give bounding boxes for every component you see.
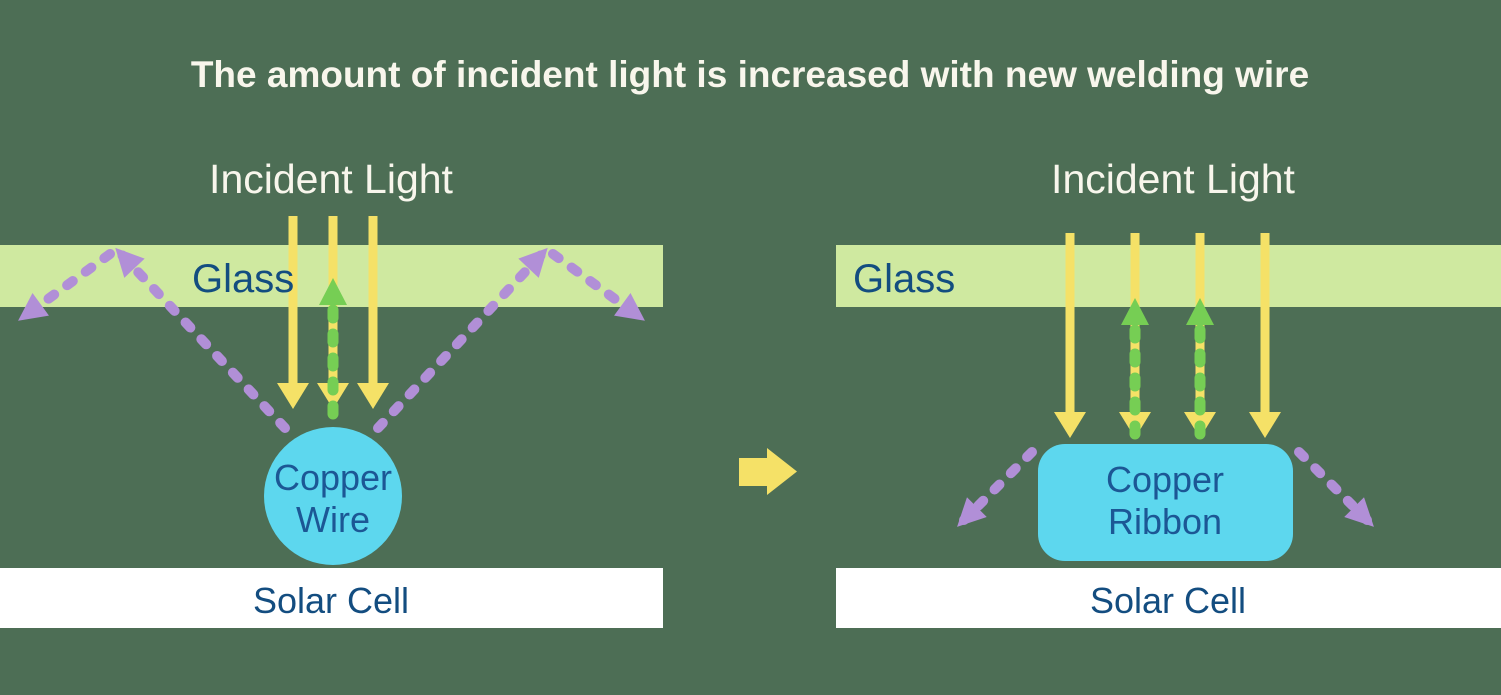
- copper-ribbon-label-line1: Copper: [1106, 459, 1224, 500]
- escaping-light-arrow-icon: [373, 247, 645, 433]
- solar-cell-bar-left: [0, 568, 663, 628]
- incident-light-arrow-icon: [1249, 233, 1281, 438]
- solar-cell-label-right: Solar Cell: [1090, 580, 1246, 621]
- solar-cell-bar-right: [836, 568, 1501, 628]
- incident-light-label-left: Incident Light: [209, 156, 454, 202]
- incident-light-arrow-icon: [1054, 233, 1086, 438]
- copper-ribbon-shape: [1038, 444, 1293, 561]
- reflected-light-arrow-icon: [1186, 298, 1214, 440]
- left-diagram: Incident Light: [0, 156, 663, 628]
- glass-bar-right: [836, 245, 1501, 307]
- copper-wire-label-line1: Copper: [274, 457, 392, 498]
- solar-cell-label-left: Solar Cell: [253, 580, 409, 621]
- incident-light-arrow-icon: [277, 216, 309, 409]
- incident-light-arrow-icon: [357, 216, 389, 409]
- copper-ribbon-label-line2: Ribbon: [1108, 501, 1222, 542]
- reflected-light-arrow-icon: [319, 278, 347, 420]
- copper-wire-circle: [264, 427, 402, 565]
- glass-label-right: Glass: [853, 257, 955, 301]
- incident-light-label-right: Incident Light: [1051, 156, 1296, 202]
- escaping-light-arrow-icon: [18, 247, 290, 433]
- reflected-light-arrow-icon: [1121, 298, 1149, 440]
- right-diagram: Incident Light: [836, 156, 1501, 628]
- escaping-light-arrow-icon: [957, 447, 1037, 527]
- escaping-light-arrow-icon: [1294, 447, 1374, 527]
- glass-label-left: Glass: [192, 257, 294, 301]
- copper-wire-label-line2: Wire: [296, 499, 370, 540]
- transition-arrow-icon: [739, 448, 797, 495]
- diagram-title: The amount of incident light is increase…: [191, 54, 1309, 95]
